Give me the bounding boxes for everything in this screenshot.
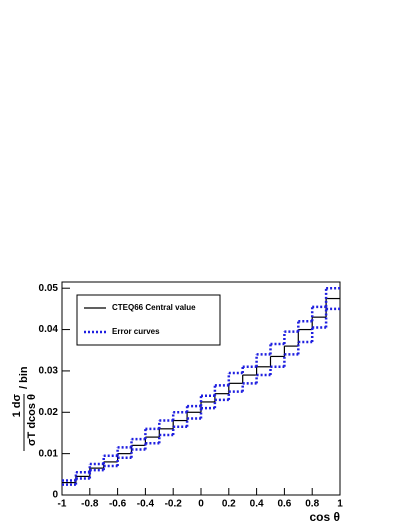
step-connector	[74, 288, 328, 481]
x-tick-label: 0.2	[222, 499, 236, 510]
y-label-denominator: σT dcos θ	[26, 394, 38, 446]
x-tick-label: -1	[58, 499, 67, 510]
legend-label: Error curves	[112, 327, 160, 336]
y-tick-label: 0.03	[39, 366, 59, 377]
x-tick-label: 0.6	[277, 499, 291, 510]
x-tick-label: -0.2	[165, 499, 183, 510]
y-label-numerator: 1 dσ	[11, 394, 23, 418]
x-tick-label: 0.4	[250, 499, 264, 510]
x-tick-label: 1	[337, 499, 343, 510]
legend	[76, 294, 221, 346]
x-axis-label: cos θ	[310, 510, 341, 524]
x-tick-label: -0.8	[81, 499, 99, 510]
y-axis-label: 1 dσ σT dcos θ / bin	[11, 366, 38, 451]
y-tick-label: 0.04	[39, 324, 59, 335]
step-connector	[74, 308, 328, 485]
y-tick-label: 0	[52, 490, 58, 501]
x-tick-label: -0.4	[137, 499, 155, 510]
x-tick-label: 0.8	[305, 499, 319, 510]
y-tick-label: 0.02	[39, 407, 59, 418]
y-label-suffix: / bin	[18, 366, 30, 389]
x-tick-label: -0.6	[109, 499, 127, 510]
legend-label: CTEQ66 Central value	[112, 303, 196, 312]
y-tick-label: 0.05	[39, 283, 59, 294]
x-tick-label: 0	[198, 499, 204, 510]
y-tick-label: 0.01	[39, 448, 59, 459]
